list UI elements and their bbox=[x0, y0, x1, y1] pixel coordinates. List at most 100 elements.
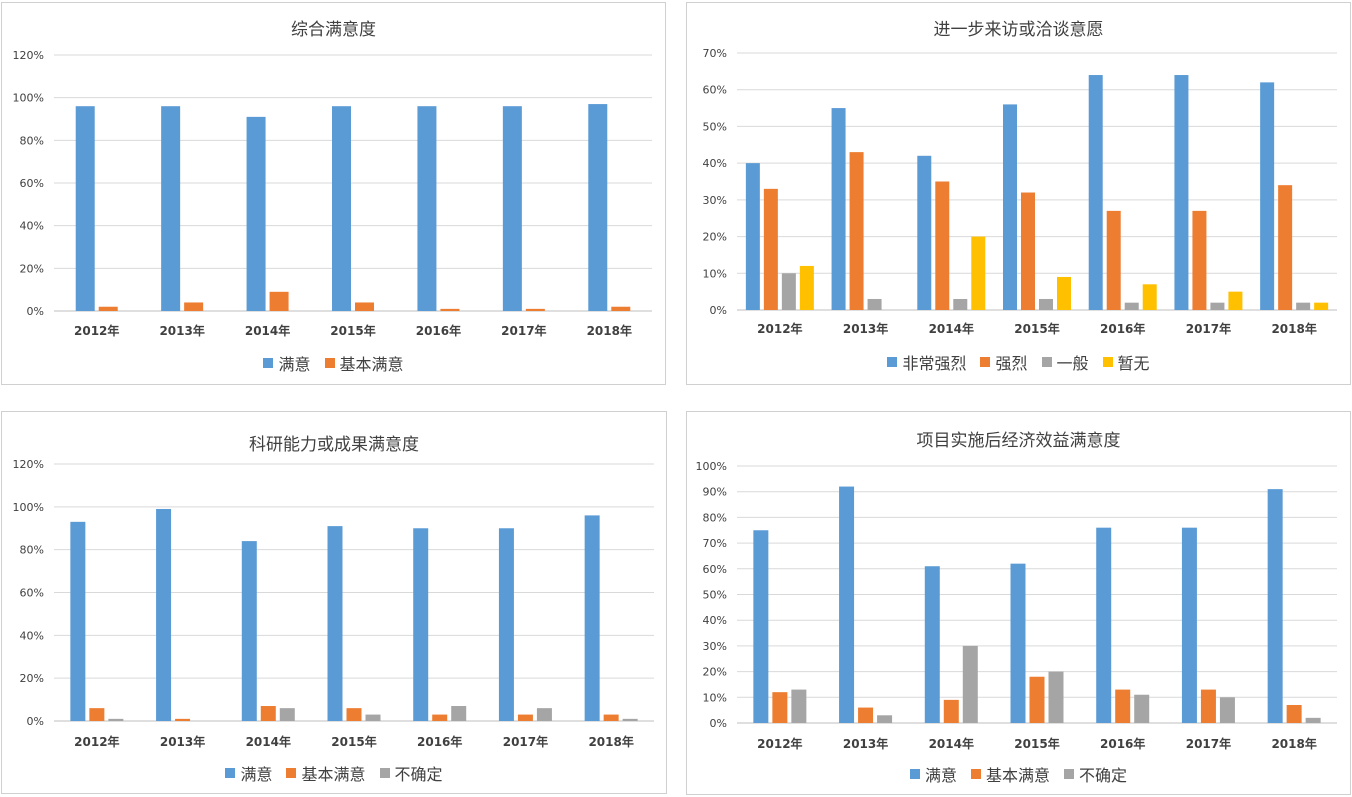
bar-2017年-基本满意 bbox=[1200, 689, 1216, 723]
bar-2015年-不确定 bbox=[1048, 671, 1064, 723]
bar-2014年-基本满意 bbox=[260, 706, 276, 721]
bar-2013年-满意 bbox=[156, 508, 172, 721]
y-tick-label: 60% bbox=[20, 177, 44, 190]
x-tick-label: 2014年 bbox=[245, 323, 290, 338]
legend-item: 基本满意 bbox=[324, 351, 404, 375]
bar-2015年-满意 bbox=[1010, 563, 1026, 723]
chart-legend: 非常强烈 强烈 一般 暂无 bbox=[687, 350, 1350, 374]
legend-item: 不确定 bbox=[379, 761, 443, 785]
bar-2015年-不确定 bbox=[365, 714, 381, 721]
bar-chart-research-satisfaction: 0% 20% 40% 60% 80% 100% 120% 2012年 2013年 2014年 201… bbox=[13, 458, 654, 749]
y-tick-label: 20% bbox=[20, 262, 44, 275]
bar-2017年-基本满意 bbox=[525, 308, 545, 311]
bar-2018年-满意 bbox=[588, 104, 608, 311]
y-tick-label: 0% bbox=[710, 304, 727, 317]
bar-2018年-暂无 bbox=[1314, 302, 1329, 310]
x-tick-label: 2015年 bbox=[330, 323, 375, 338]
bar-2014年-不确定 bbox=[279, 708, 295, 721]
x-tick-label: 2018年 bbox=[1271, 321, 1316, 336]
bar-2013年-满意 bbox=[161, 106, 181, 311]
bar-2018年-基本满意 bbox=[603, 714, 619, 721]
bar-2015年-基本满意 bbox=[1029, 676, 1045, 723]
bar-2017年-强烈 bbox=[1192, 210, 1207, 310]
legend-swatch bbox=[1041, 357, 1052, 367]
bar-2017年-满意 bbox=[1181, 527, 1197, 723]
bar-2012年-强烈 bbox=[763, 188, 778, 310]
bar-2014年-不确定 bbox=[962, 645, 978, 723]
legend-label: 满意 bbox=[924, 766, 957, 785]
x-tick-label: 2016年 bbox=[1100, 736, 1145, 751]
bar-2015年-满意 bbox=[327, 526, 343, 721]
y-tick-label: 60% bbox=[20, 587, 44, 600]
bar-2018年-满意 bbox=[584, 515, 600, 721]
bar-2014年-暂无 bbox=[971, 236, 986, 310]
bar-2017年-满意 bbox=[502, 106, 522, 311]
bar-2012年-基本满意 bbox=[89, 708, 105, 721]
y-tick-label: 40% bbox=[20, 629, 44, 642]
bar-2016年-基本满意 bbox=[432, 714, 448, 721]
y-tick-label: 40% bbox=[703, 157, 727, 170]
legend-swatch bbox=[286, 768, 297, 778]
x-tick-label: 2017年 bbox=[501, 323, 546, 338]
legend-swatch bbox=[970, 769, 981, 779]
bar-2015年-一般 bbox=[1039, 298, 1053, 310]
y-tick-label: 0% bbox=[27, 305, 44, 318]
y-tick-label: 40% bbox=[20, 220, 44, 233]
y-tick-label: 20% bbox=[20, 672, 44, 685]
y-tick-label: 80% bbox=[20, 544, 44, 557]
bar-2015年-强烈 bbox=[1021, 192, 1035, 310]
chart-title: 科研能力或成果满意度 bbox=[249, 435, 419, 455]
x-tick-label: 2012年 bbox=[74, 323, 119, 338]
legend-item: 满意 bbox=[909, 762, 957, 786]
bar-2014年-满意 bbox=[924, 566, 940, 723]
bar-chart-economic-benefit-satisfaction: 0% 10% 20% 30% 40% 50% 60% 70% 80% 90% 100% 2012年 20… bbox=[696, 460, 1337, 751]
legend-item: 基本满意 bbox=[286, 761, 366, 785]
bar-2012年-不确定 bbox=[791, 689, 807, 723]
legend-swatch bbox=[225, 768, 236, 778]
x-tick-label: 2018年 bbox=[1271, 736, 1316, 751]
y-tick-label: 20% bbox=[703, 231, 727, 244]
bar-2016年-满意 bbox=[413, 528, 429, 721]
x-tick-label: 2017年 bbox=[1186, 736, 1231, 751]
bar-2018年-不确定 bbox=[622, 718, 638, 721]
bar-2014年-基本满意 bbox=[943, 699, 959, 723]
bar-2018年-强烈 bbox=[1278, 185, 1293, 310]
bar-2016年-不确定 bbox=[1134, 694, 1150, 723]
y-tick-label: 10% bbox=[703, 267, 727, 280]
bar-2018年-一般 bbox=[1296, 302, 1311, 310]
bar-2012年-基本满意 bbox=[772, 692, 788, 723]
x-tick-label: 2016年 bbox=[416, 323, 461, 338]
bar-2016年-基本满意 bbox=[1115, 689, 1131, 723]
y-tick-label: 50% bbox=[703, 589, 727, 602]
y-tick-label: 100% bbox=[13, 92, 44, 105]
bar-2018年-基本满意 bbox=[611, 306, 631, 311]
bar-2013年-强烈 bbox=[849, 152, 864, 310]
legend-item: 强烈 bbox=[980, 350, 1028, 374]
bar-2017年-非常强烈 bbox=[1174, 75, 1189, 311]
legend-item: 满意 bbox=[263, 351, 311, 375]
x-tick-label: 2012年 bbox=[74, 734, 119, 749]
bar-2013年-非常强烈 bbox=[831, 108, 846, 310]
bar-2017年-基本满意 bbox=[517, 714, 533, 721]
legend-swatch bbox=[379, 768, 390, 778]
x-tick-label: 2015年 bbox=[1014, 321, 1059, 336]
legend-label: 暂无 bbox=[1117, 354, 1150, 373]
bar-2013年-基本满意 bbox=[184, 302, 204, 311]
bar-2017年-不确定 bbox=[536, 708, 552, 721]
bar-2018年-非常强烈 bbox=[1260, 82, 1275, 310]
bar-2016年-暂无 bbox=[1142, 284, 1157, 310]
bar-2014年-一般 bbox=[953, 298, 968, 310]
x-tick-label: 2016年 bbox=[417, 734, 462, 749]
bar-2012年-基本满意 bbox=[98, 306, 118, 311]
chart-title: 综合满意度 bbox=[291, 20, 376, 40]
y-tick-label: 0% bbox=[27, 715, 44, 728]
y-tick-label: 70% bbox=[703, 537, 727, 550]
bar-2017年-暂无 bbox=[1228, 291, 1243, 310]
bar-2012年-满意 bbox=[70, 521, 86, 721]
bar-2012年-满意 bbox=[75, 106, 95, 311]
y-tick-label: 120% bbox=[13, 49, 44, 62]
chart-legend: 满意 基本满意 不确定 bbox=[2, 761, 666, 785]
legend-item: 非常强烈 bbox=[887, 350, 966, 374]
bar-2015年-非常强烈 bbox=[1003, 104, 1017, 311]
legend-label: 基本满意 bbox=[301, 765, 366, 784]
